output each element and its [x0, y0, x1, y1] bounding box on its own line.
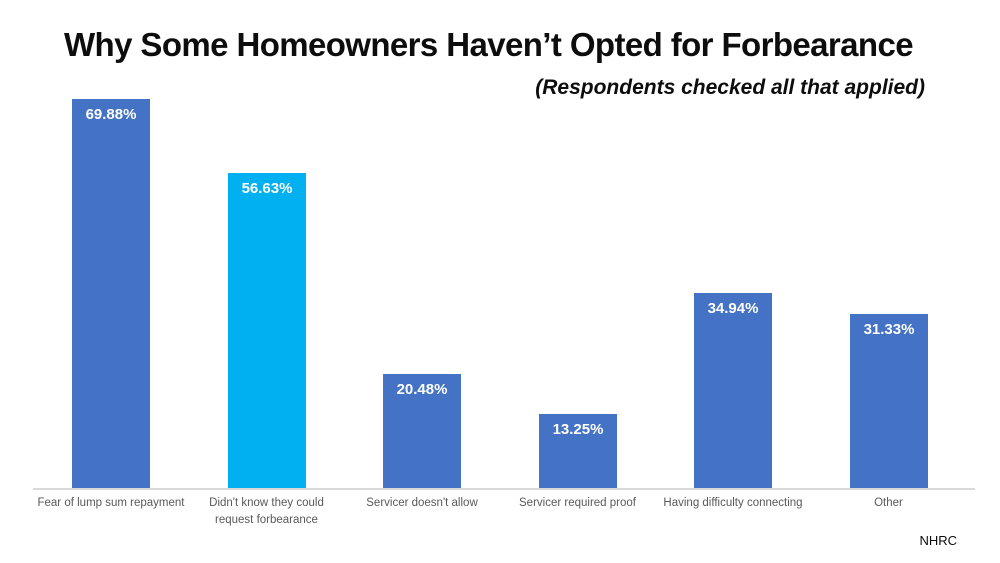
- bar-value-label: 34.94%: [707, 300, 759, 317]
- bar-servicer-doesn-t-allow: 20.48%: [383, 374, 461, 488]
- bar-value-label: 13.25%: [552, 421, 604, 438]
- bar-servicer-required-proof: 13.25%: [539, 414, 617, 488]
- category-label-servicer-required-proof: Servicer required proof: [519, 497, 636, 509]
- category-label-having-difficulty-connecting: Having difficulty connecting: [663, 497, 803, 509]
- bar-fear-of-lump-sum-repayment: 69.88%: [72, 99, 150, 488]
- category-label-fear-of-lump-sum-repayment: Fear of lump sum repayment: [37, 497, 185, 509]
- category-label-didn-t-know-they-could-request-forbearance: Didn't know they could request forbearanc…: [209, 497, 324, 526]
- bar-value-label: 69.88%: [85, 106, 137, 123]
- x-axis-line: [33, 488, 975, 490]
- bar-value-label: 56.63%: [241, 180, 293, 197]
- chart-title: Why Some Homeowners Haven’t Opted for Fo…: [64, 26, 914, 63]
- bar-having-difficulty-connecting: 34.94%: [694, 293, 772, 488]
- bar-value-label: 31.33%: [863, 321, 915, 338]
- bar-other: 31.33%: [850, 314, 928, 488]
- footer-source-label: NHRC: [919, 533, 957, 548]
- bar-value-label: 20.48%: [396, 381, 448, 398]
- bar-didn-t-know-they-could-request-forbearance: 56.63%: [228, 173, 306, 488]
- category-label-other: Other: [874, 497, 903, 509]
- chart-subtitle: (Respondents checked all that applied): [535, 76, 925, 99]
- category-label-servicer-doesn-t-allow: Servicer doesn't allow: [366, 497, 478, 509]
